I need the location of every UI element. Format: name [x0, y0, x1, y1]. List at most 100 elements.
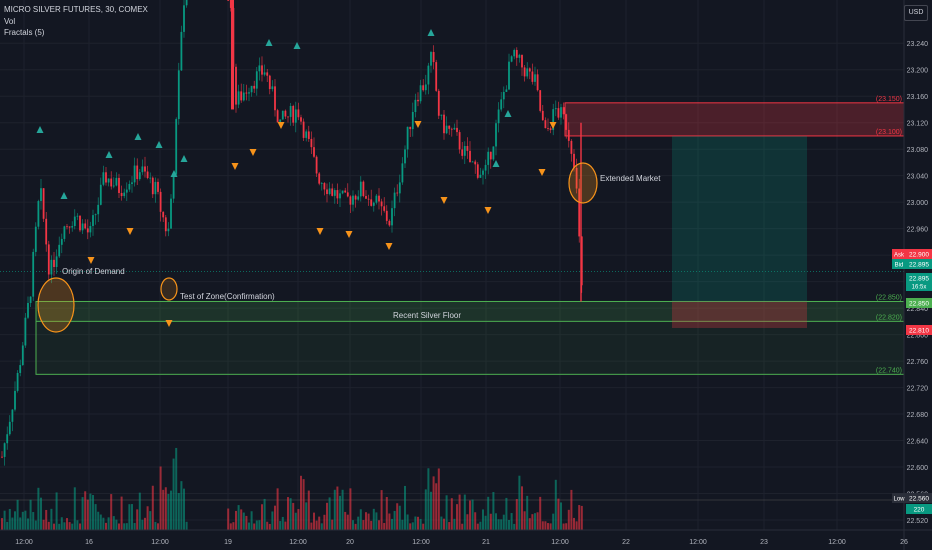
candle-body	[29, 296, 32, 303]
volume-bar	[487, 496, 490, 530]
volume-bar	[435, 483, 438, 530]
candle-body	[497, 109, 500, 124]
candle-body	[562, 107, 565, 115]
x-tick-label: 16	[85, 539, 93, 546]
floor-top-label: (22.850)	[876, 294, 902, 301]
volume-bar	[92, 495, 94, 530]
candle-body	[248, 92, 250, 94]
candle-body	[227, 0, 230, 1]
candle-body	[180, 31, 183, 71]
candle-body	[536, 74, 539, 91]
volume-bar	[250, 511, 253, 530]
volume-bar	[284, 521, 287, 530]
x-tick-label: 23	[760, 539, 768, 546]
candle-body	[513, 49, 516, 57]
candle-body	[146, 171, 149, 178]
volume-bar	[461, 523, 464, 530]
candle-body	[274, 86, 276, 111]
symbol-title[interactable]: MICRO SILVER FUTURES, 30, COMEX	[4, 5, 148, 14]
volume-bar	[310, 522, 313, 530]
candle-body	[539, 90, 542, 111]
volume-bar	[484, 515, 487, 530]
candle-body	[305, 131, 308, 138]
candle-body	[414, 99, 417, 113]
volume-bar	[151, 485, 154, 530]
volume-bar	[328, 497, 331, 530]
volume-bar	[557, 498, 560, 530]
candle-body	[331, 188, 334, 196]
candle-body	[333, 190, 336, 196]
candle-body	[502, 91, 505, 100]
volume-bar	[19, 517, 22, 530]
volume-bar	[466, 514, 469, 530]
volume-bar	[125, 523, 128, 530]
volume-bar	[562, 523, 565, 530]
volume-bar	[162, 489, 165, 530]
currency-badge[interactable]: USD	[904, 5, 928, 21]
candle-body	[97, 204, 100, 215]
volume-bar	[474, 512, 477, 530]
candle-body	[570, 140, 573, 154]
fractal-down-marker	[440, 197, 448, 204]
candle-body	[310, 138, 313, 148]
volume-bar	[136, 509, 139, 530]
candle-body	[469, 150, 471, 163]
candle-body	[34, 226, 37, 252]
fractals-legend[interactable]: Fractals (5)	[4, 28, 45, 37]
candle-body	[294, 109, 297, 123]
candle-body	[73, 216, 76, 227]
candle-body	[14, 390, 16, 410]
volume-bar	[482, 509, 484, 530]
price-tag-bg	[906, 259, 932, 269]
candle-body	[175, 119, 178, 175]
candle-body	[466, 146, 469, 151]
price-tag-value: 220	[914, 507, 925, 514]
volume-bar	[378, 520, 380, 530]
volume-bar	[11, 517, 14, 530]
candle-body	[404, 149, 406, 164]
candle-body	[8, 421, 11, 435]
candle-body	[489, 151, 492, 160]
volume-bar	[349, 488, 352, 530]
candle-body	[151, 177, 154, 195]
candle-body	[448, 125, 451, 129]
volume-bar	[526, 495, 529, 530]
volume-bar	[172, 458, 175, 530]
candle-body	[534, 74, 536, 82]
candle-body	[526, 68, 529, 77]
volume-bar	[112, 516, 115, 530]
price-tag-name-bg	[892, 259, 906, 269]
candle-body	[107, 178, 110, 183]
fractal-up-marker	[492, 160, 500, 167]
fractal-down-marker	[165, 320, 173, 327]
volume-bar	[541, 521, 544, 530]
candle-body	[50, 259, 53, 275]
volume-bar	[515, 499, 518, 530]
candle-body	[417, 99, 419, 102]
volume-bar	[391, 518, 393, 530]
candle-body	[552, 109, 555, 131]
volume-bar	[341, 489, 344, 530]
volume-bar	[567, 509, 570, 530]
candle-body	[508, 61, 510, 90]
candle-body	[406, 126, 409, 150]
volume-bar	[297, 509, 300, 530]
volume-bar	[6, 521, 9, 530]
candle-body	[391, 208, 393, 226]
volume-bar	[255, 520, 258, 530]
candle-body	[476, 164, 479, 178]
price-tag-name: Bid	[895, 263, 904, 269]
volume-bar	[245, 515, 248, 530]
candle-body	[388, 220, 391, 226]
candle-body	[258, 65, 261, 72]
fractal-down-marker	[231, 163, 239, 170]
candle-body	[463, 146, 466, 156]
candle-body	[177, 70, 180, 120]
volume-legend[interactable]: Vol	[4, 17, 16, 26]
candle-body	[549, 128, 552, 131]
fractal-up-marker	[504, 110, 512, 117]
price-tag-name-bg	[892, 493, 906, 503]
volume-bar	[55, 492, 58, 530]
volume-bar	[367, 513, 370, 530]
